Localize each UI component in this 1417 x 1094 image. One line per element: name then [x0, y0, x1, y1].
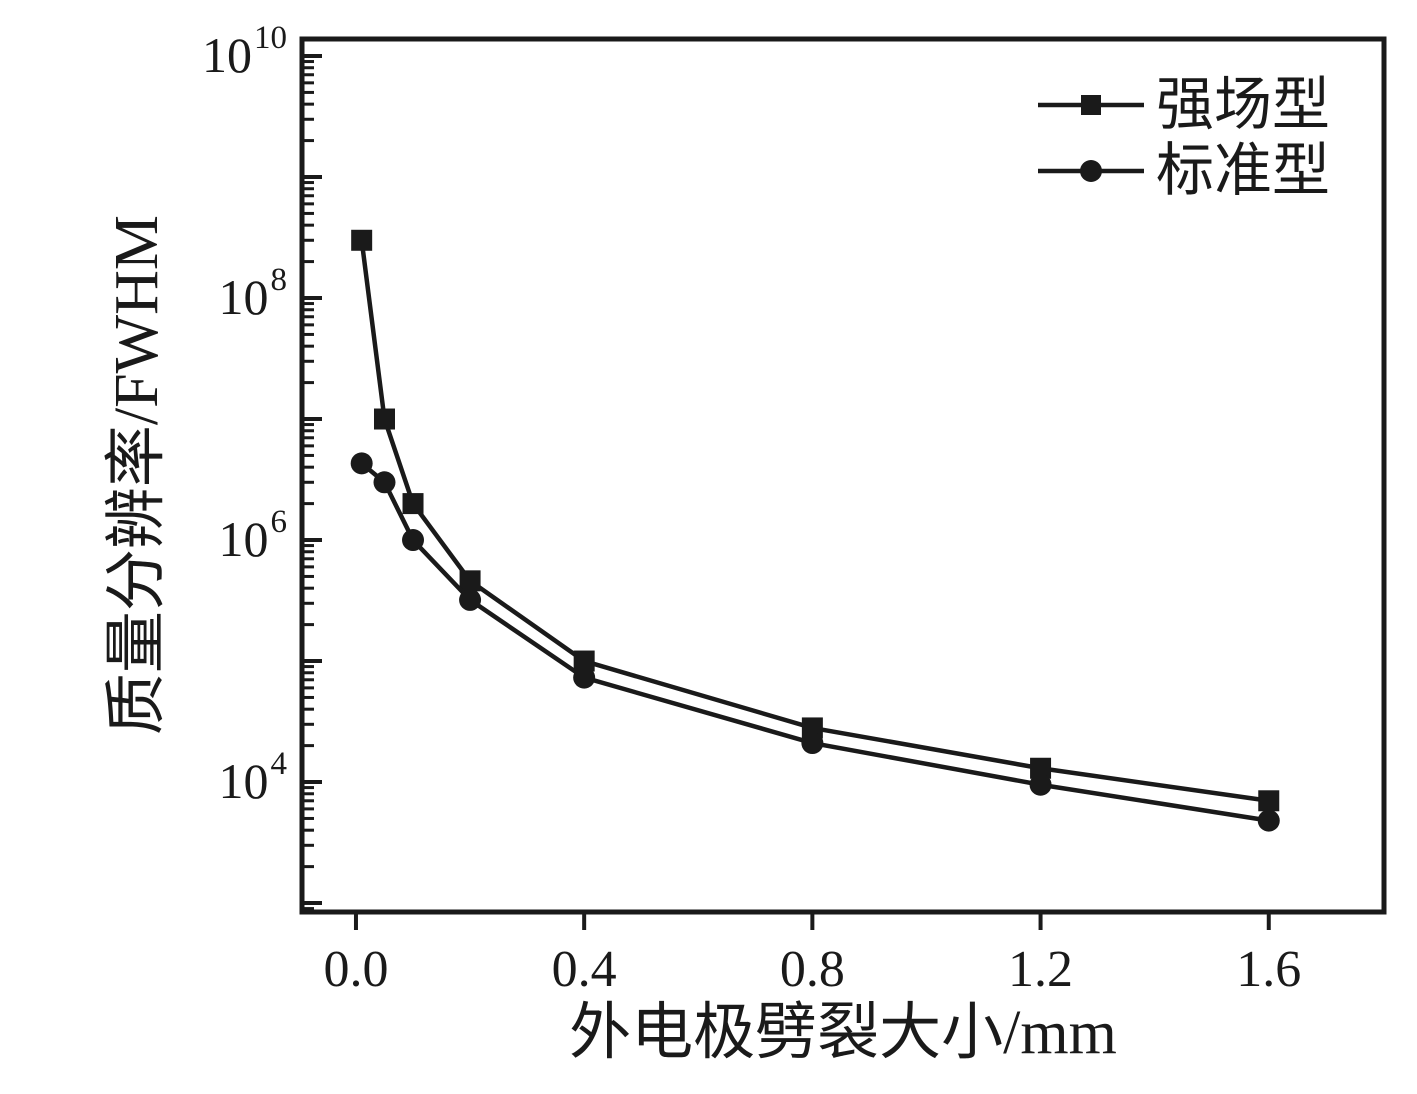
data-point-square	[573, 650, 595, 672]
y-tick-label: 1010	[202, 20, 287, 83]
circle-marker-line-icon	[1038, 160, 1144, 182]
chart-canvas: 0.0 0.4 0.8 1.2 1.6 1010 108 106 104	[202, 20, 1387, 998]
x-tick-label: 1.6	[1236, 941, 1301, 998]
y-axis-title: 质量分辨率/FWHM	[103, 214, 171, 736]
data-point-square	[402, 493, 424, 515]
x-tick-label: 1.2	[1008, 941, 1073, 998]
plot-frame	[299, 36, 1387, 915]
y-tick-label: 106	[219, 504, 288, 567]
y-tick-label: 104	[219, 746, 288, 809]
legend-item-strong-field: 强场型	[1038, 72, 1330, 138]
data-point-square	[373, 408, 395, 430]
series-line-1	[360, 461, 1270, 823]
data-point-square	[1030, 757, 1052, 779]
data-point-square	[1258, 790, 1280, 812]
data-point-circle	[1029, 773, 1052, 796]
data-point-circle	[459, 588, 482, 611]
data-point-circle	[1257, 809, 1280, 832]
data-point-square	[801, 717, 823, 739]
data-point-square	[459, 570, 481, 592]
data-point-circle	[402, 529, 425, 552]
x-tick-label: 0.4	[552, 941, 617, 998]
x-tick-label: 0.8	[780, 941, 845, 998]
legend-label: 强场型	[1156, 72, 1331, 137]
data-point-circle	[573, 666, 596, 689]
square-marker-line-icon	[1038, 95, 1144, 115]
legend-item-standard: 标准型	[1038, 138, 1330, 204]
x-tick-label: 0.0	[323, 941, 388, 998]
line-chart-figure: 0.0 0.4 0.8 1.2 1.6 1010 108 106 104 质量分辨率/FWHM …	[40, 16, 1417, 1078]
data-point-circle	[350, 452, 373, 475]
data-point-circle	[373, 471, 396, 494]
y-tick-label: 108	[219, 262, 288, 325]
chart-legend: 强场型 标准型	[1038, 72, 1330, 204]
data-point-square	[351, 229, 373, 251]
legend-label: 标准型	[1156, 138, 1331, 203]
series-line-0	[359, 239, 1270, 804]
x-axis-title: 外电极劈裂大小/mm	[569, 999, 1117, 1067]
data-point-circle	[801, 732, 824, 755]
